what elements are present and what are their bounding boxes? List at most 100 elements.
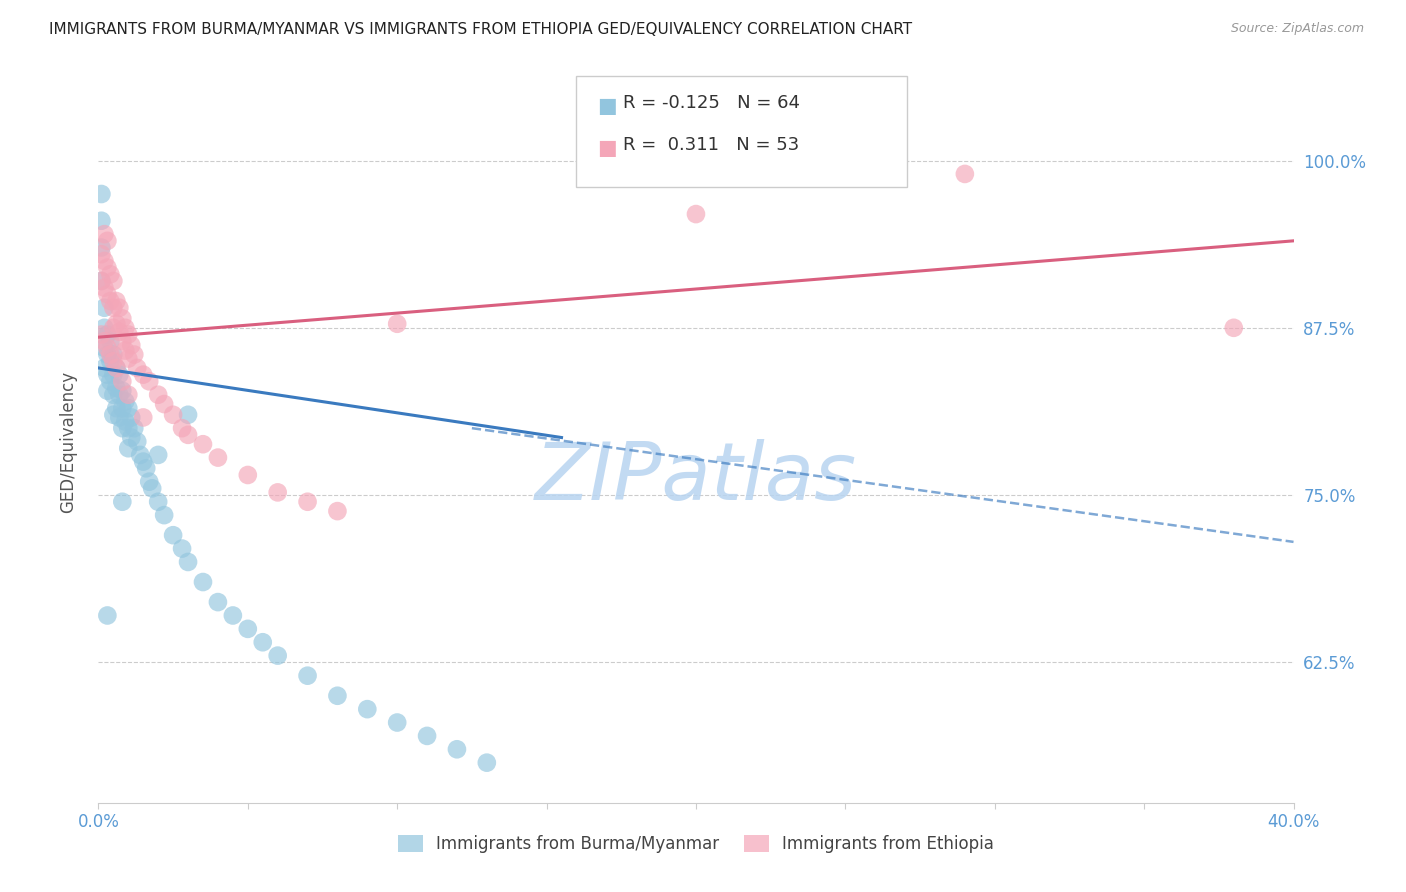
Point: [191, 575, 214, 590]
Point: [207, 595, 229, 609]
Point: [326, 689, 349, 703]
Point: [93, 334, 115, 349]
Point: [93, 341, 115, 355]
Point: [385, 715, 409, 730]
Point: [127, 361, 149, 376]
Point: [162, 528, 184, 542]
Point: [236, 622, 259, 636]
Point: [191, 437, 214, 451]
Point: [108, 388, 131, 402]
Legend: Immigrants from Burma/Myanmar, Immigrants from Ethiopia: Immigrants from Burma/Myanmar, Immigrant…: [391, 828, 1001, 860]
Point: [138, 475, 160, 489]
Point: [129, 448, 152, 462]
Point: [105, 361, 128, 376]
Point: [148, 388, 170, 402]
Point: [141, 482, 163, 496]
Point: [127, 434, 149, 449]
Point: [108, 325, 131, 339]
Point: [114, 343, 136, 358]
Point: [114, 414, 136, 429]
Point: [252, 635, 274, 649]
Point: [93, 361, 115, 376]
Text: R = -0.125   N = 64: R = -0.125 N = 64: [623, 94, 800, 112]
Point: [98, 294, 122, 309]
Point: [105, 381, 128, 395]
Point: [96, 608, 118, 623]
Point: [153, 397, 176, 411]
Point: [103, 321, 125, 335]
Point: [446, 742, 468, 756]
Point: [90, 274, 112, 288]
Point: [93, 227, 115, 242]
Text: ZIPatlas: ZIPatlas: [534, 439, 858, 516]
Point: [93, 301, 115, 315]
Point: [103, 388, 125, 402]
Point: [111, 495, 134, 509]
Point: [90, 214, 112, 228]
Point: [108, 368, 131, 382]
Point: [103, 408, 125, 422]
Point: [236, 468, 259, 483]
Point: [98, 334, 122, 349]
Point: [98, 348, 122, 362]
Text: Source: ZipAtlas.com: Source: ZipAtlas.com: [1230, 22, 1364, 36]
Point: [90, 274, 112, 288]
Point: [90, 247, 112, 261]
Point: [297, 669, 319, 683]
Point: [132, 455, 155, 469]
Point: [834, 153, 856, 168]
Point: [117, 421, 139, 435]
Point: [222, 608, 245, 623]
Point: [96, 368, 118, 382]
Text: ■: ■: [598, 96, 617, 116]
Point: [120, 431, 142, 445]
Y-axis label: GED/Equivalency: GED/Equivalency: [59, 370, 77, 513]
Point: [105, 401, 128, 416]
Point: [111, 384, 134, 398]
Point: [90, 187, 112, 202]
Point: [117, 327, 139, 342]
Point: [111, 401, 134, 416]
Point: [90, 241, 112, 255]
Point: [685, 207, 707, 221]
Point: [297, 495, 319, 509]
Point: [177, 428, 200, 442]
Point: [132, 368, 155, 382]
Point: [153, 508, 176, 523]
Point: [326, 504, 349, 518]
Point: [1223, 321, 1246, 335]
Point: [120, 410, 142, 425]
Point: [90, 327, 112, 342]
Point: [98, 268, 122, 282]
Point: [356, 702, 378, 716]
Text: ■: ■: [598, 138, 617, 158]
Point: [177, 408, 200, 422]
Point: [124, 421, 146, 435]
Point: [98, 375, 122, 389]
Point: [103, 274, 125, 288]
Point: [138, 375, 160, 389]
Point: [267, 485, 290, 500]
Point: [93, 254, 115, 268]
Point: [132, 410, 155, 425]
Point: [114, 394, 136, 409]
Point: [96, 234, 118, 248]
Point: [162, 408, 184, 422]
Point: [105, 294, 128, 309]
Point: [117, 351, 139, 366]
Text: IMMIGRANTS FROM BURMA/MYANMAR VS IMMIGRANTS FROM ETHIOPIA GED/EQUIVALENCY CORREL: IMMIGRANTS FROM BURMA/MYANMAR VS IMMIGRA…: [49, 22, 912, 37]
Point: [177, 555, 200, 569]
Point: [117, 401, 139, 416]
Point: [93, 321, 115, 335]
Point: [475, 756, 498, 770]
Point: [93, 281, 115, 295]
Point: [416, 729, 439, 743]
Point: [96, 287, 118, 301]
Point: [96, 327, 118, 342]
Text: R =  0.311   N = 53: R = 0.311 N = 53: [623, 136, 799, 153]
Point: [120, 338, 142, 352]
Point: [96, 384, 118, 398]
Point: [105, 317, 128, 331]
Point: [172, 541, 194, 556]
Point: [111, 311, 134, 326]
